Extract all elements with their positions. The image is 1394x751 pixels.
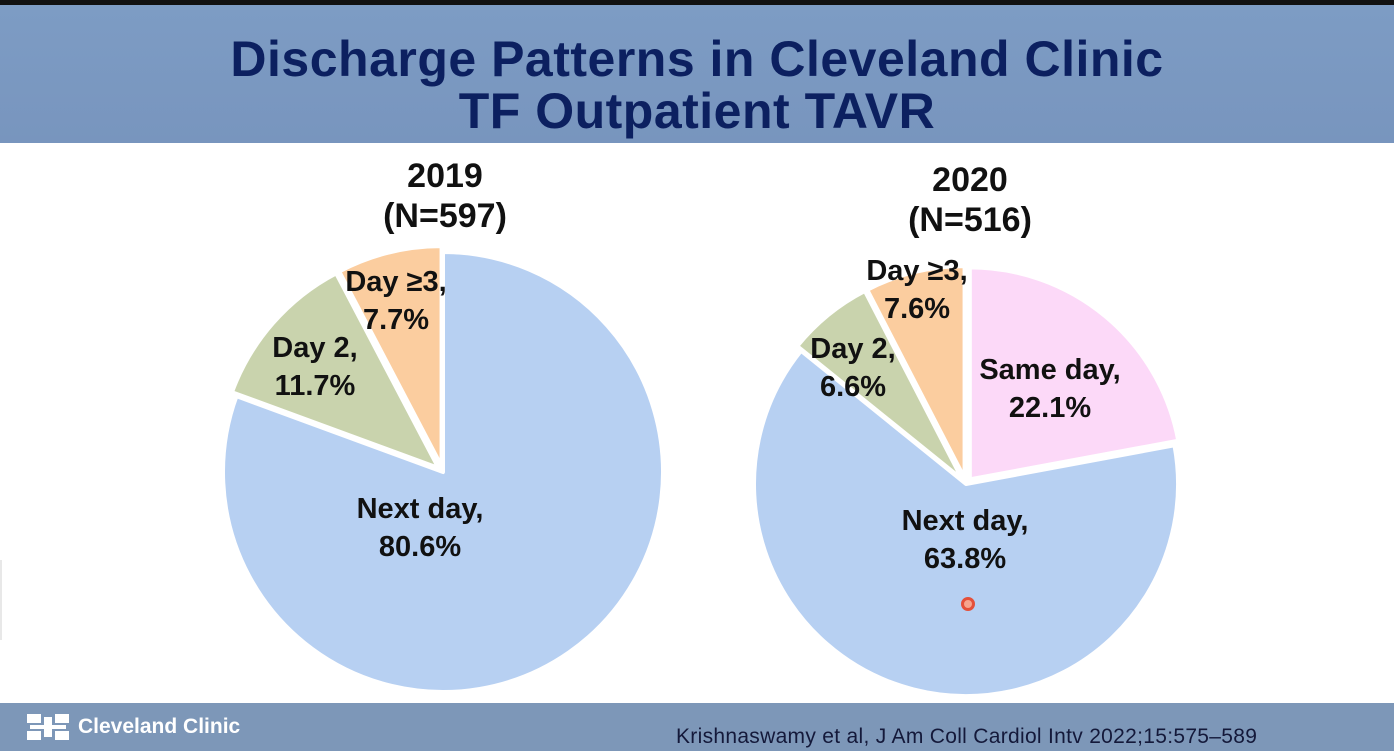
pie-slice-2020-same-day (967, 265, 1181, 482)
chart-2020-heading: 2020 (N=516) (825, 160, 1115, 240)
pie-label-line: 80.6% (379, 531, 461, 563)
pie-slice-2019-day-3 (337, 244, 444, 469)
pie-label-line: 7.6% (884, 293, 950, 325)
pie-chart-2020: Same day, 22.1%Next day, 63.8%Day 2, 6.6%Da… (752, 255, 1181, 698)
pie-label-2019-next-day: Next day, 80.6% (357, 493, 484, 563)
footer-bar: Cleveland Clinic Krishnaswamy et al, J A… (0, 703, 1394, 751)
chart-2020-n: (N=516) (908, 201, 1032, 239)
logo-text: Cleveland Clinic (78, 715, 241, 738)
title-bar: Discharge Patterns in Cleveland Clinic T… (0, 5, 1394, 143)
pie-label-line: Day ≥3, (866, 255, 967, 287)
pie-label-line: 63.8% (924, 543, 1006, 575)
pie-slice-2020-day-2 (795, 289, 965, 482)
pie-label-line: Day ≥3, (345, 266, 446, 298)
pie-slice-2019-day-2 (229, 271, 441, 471)
pie-label-2020-next-day: Next day, 63.8% (902, 505, 1029, 575)
pie-chart-2019: Next day, 80.6% Day 2, 11.7% Day ≥3, 7.7% (221, 244, 665, 694)
pie-label-line: Day 2, (272, 332, 357, 364)
left-edge-mark (0, 560, 2, 640)
pie-label-2020-day-3: Day ≥3, 7.6% (866, 255, 967, 325)
pie-label-line: 22.1% (1009, 392, 1091, 424)
cleveland-clinic-logo-icon (27, 714, 69, 740)
pie-label-2020-same-day: Same day, 22.1% (979, 354, 1120, 424)
pie-label-2020-day-2: Day 2, 6.6% (810, 333, 895, 403)
pie-slice-2019-next-day (221, 250, 665, 694)
chart-2019-heading: 2019 (N=597) (300, 156, 590, 236)
slide-title-line-2: TF Outpatient TAVR (458, 83, 936, 139)
pie-label-line: 11.7% (275, 370, 356, 402)
pie-label-2019-day-3: Day ≥3, 7.7% (345, 266, 446, 336)
pie-label-line: 6.6% (820, 371, 886, 403)
slide-title-line-1: Discharge Patterns in Cleveland Clinic (230, 31, 1164, 87)
pie-label-line: Next day, (902, 505, 1029, 537)
pie-slice-2020-day-3 (865, 264, 967, 481)
top-border (0, 0, 1394, 5)
pointer-dot (961, 597, 975, 611)
pie-label-line: 7.7% (363, 304, 429, 336)
chart-2019-year: 2019 (407, 157, 483, 195)
pie-slice-2020-next-day (752, 348, 1180, 698)
citation-text: Krishnaswamy et al, J Am Coll Cardiol In… (676, 725, 1258, 748)
chart-2019-n: (N=597) (383, 197, 507, 235)
pie-label-line: Same day, (979, 354, 1120, 386)
pie-label-2019-day-2: Day 2, 11.7% (272, 332, 357, 402)
pie-label-line: Next day, (357, 493, 484, 525)
chart-2020-year: 2020 (932, 161, 1008, 199)
pie-label-line: Day 2, (810, 333, 895, 365)
